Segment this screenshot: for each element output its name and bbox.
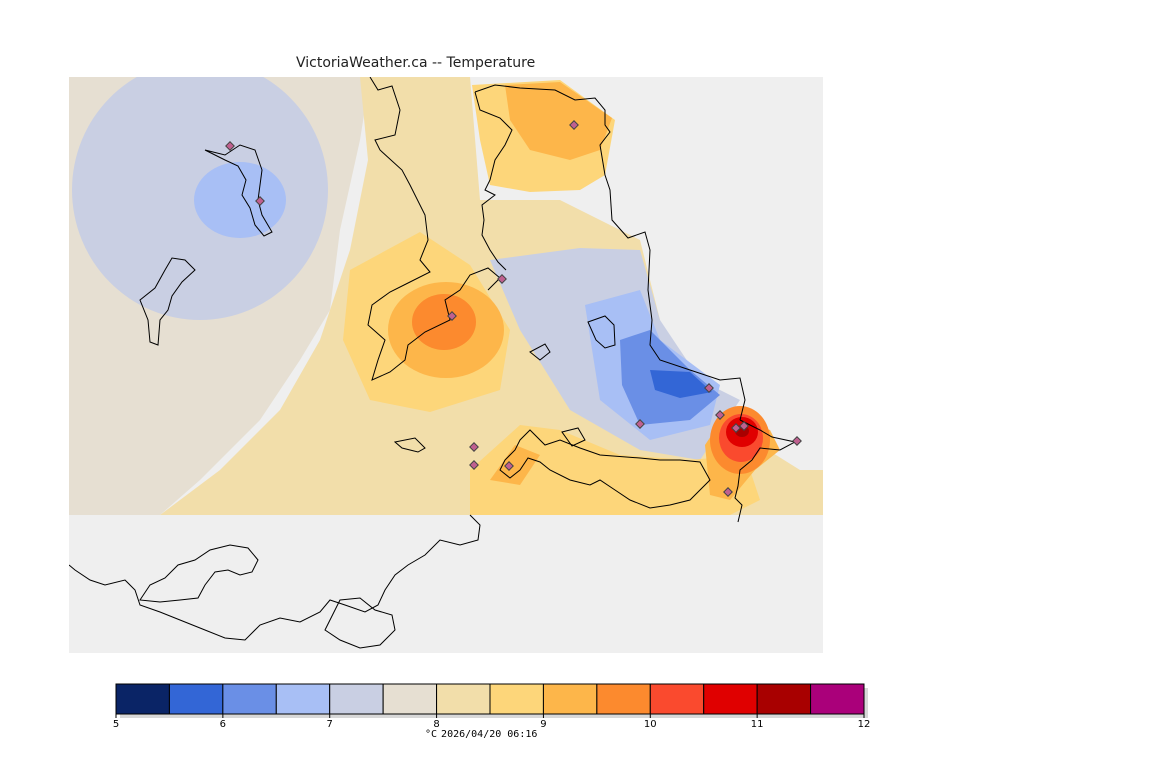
- station-marker-icon: [469, 460, 479, 470]
- station-marker-icon: [447, 311, 457, 321]
- footer-caption: °C 2026/04/20 06:16: [425, 729, 541, 740]
- colorbar-tick-label: 11: [751, 719, 764, 730]
- colorbar-swatch: [275, 683, 331, 715]
- colorbar-swatch: [436, 683, 491, 715]
- colorbar-swatch: [542, 683, 598, 715]
- band-6-east: [650, 370, 712, 398]
- unit-label: °C: [425, 729, 438, 740]
- station-marker-icon: [715, 410, 725, 420]
- band-9-5-north: [505, 82, 612, 160]
- station-marker-icon: [723, 487, 733, 497]
- colorbar-tick-label: 12: [858, 719, 871, 730]
- band-7-nw: [194, 162, 286, 238]
- band-9-south: [470, 425, 760, 515]
- colorbar-tick-label: 5: [113, 719, 119, 730]
- coastlines: [69, 77, 797, 649]
- station-markers: [225, 120, 802, 497]
- station-marker-icon: [704, 383, 714, 393]
- colorbar-swatch: [382, 683, 438, 715]
- colorbar-swatch: [115, 683, 170, 715]
- timestamp-label: 2026/04/20 06:16: [441, 729, 538, 740]
- colorbar-tick-label: 9: [540, 719, 546, 730]
- colorbar-swatch: [810, 683, 865, 715]
- band-10-central: [412, 294, 476, 350]
- station-marker-icon: [739, 421, 749, 431]
- colorbar-swatch: [329, 683, 384, 715]
- colorbar-tick-label: 7: [327, 719, 333, 730]
- station-marker-icon: [569, 120, 579, 130]
- colorbar-swatch: [703, 683, 758, 715]
- colorbar-swatch: [168, 683, 224, 715]
- colorbar-swatch: [489, 683, 544, 715]
- station-marker-icon: [225, 141, 235, 151]
- station-marker-icon: [469, 442, 479, 452]
- map-title: VictoriaWeather.ca -- Temperature: [296, 55, 536, 71]
- band-9-5-south: [490, 445, 540, 485]
- station-marker-icon: [792, 436, 802, 446]
- station-marker-icon: [731, 423, 741, 433]
- station-marker-icon: [504, 461, 514, 471]
- colorbar-swatch: [596, 683, 651, 715]
- station-marker-icon: [497, 274, 507, 284]
- colorbar-tick-label: 6: [220, 719, 226, 730]
- colorbar-tick-label: 10: [644, 719, 657, 730]
- colorbar-swatch: [756, 683, 812, 715]
- station-marker-icon: [635, 419, 645, 429]
- colorbar-swatch: [222, 683, 277, 715]
- colorbar-swatch: [649, 683, 705, 715]
- temperature-field: [69, 77, 823, 515]
- station-marker-icon: [255, 196, 265, 206]
- colorbar-tick-label: 8: [433, 719, 439, 730]
